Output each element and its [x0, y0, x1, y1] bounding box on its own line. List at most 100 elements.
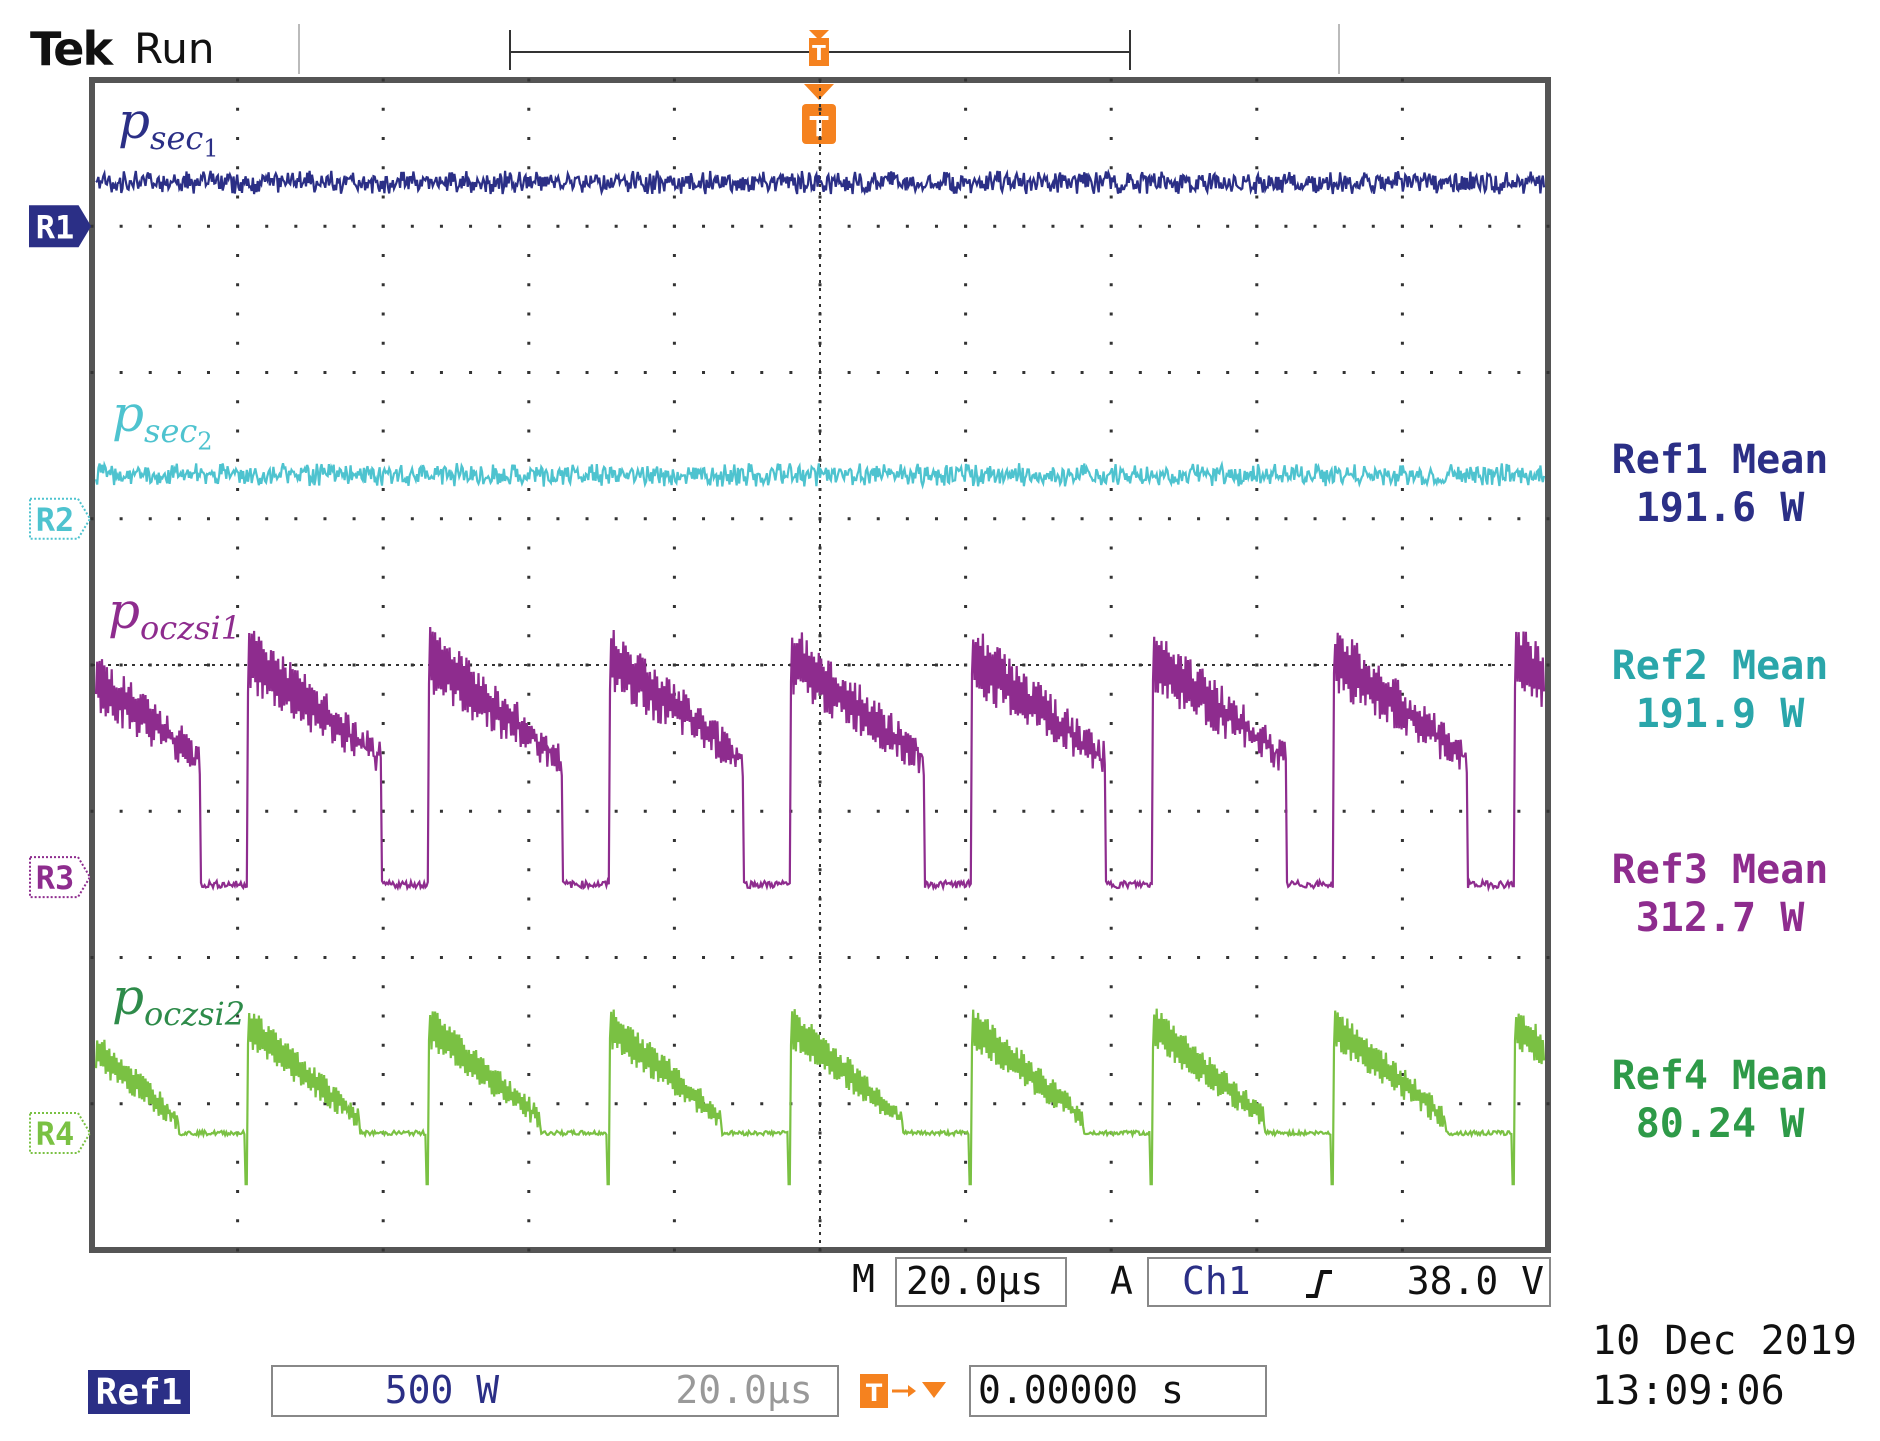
graticule-dot: [148, 517, 152, 521]
graticule-dot: [527, 1248, 531, 1252]
graticule-dot: [1080, 809, 1084, 813]
graticule-dot: [498, 809, 502, 813]
graticule-dot: [876, 224, 880, 228]
graticule-dot: [672, 1219, 676, 1223]
ref-badge[interactable]: [88, 1370, 190, 1414]
trigger-position-value: 0.00000 s: [978, 1368, 1184, 1412]
ref-scale-box[interactable]: [271, 1365, 839, 1417]
graticule-dot: [556, 517, 560, 521]
trigger-marker-icon[interactable]: T: [802, 84, 836, 144]
graticule-dot: [1080, 517, 1084, 521]
header-separator-left: [298, 24, 300, 74]
graticule-dot: [672, 400, 676, 404]
graticule-dot: [294, 809, 298, 813]
graticule-dot: [1197, 1102, 1201, 1106]
graticule-dot: [585, 224, 589, 228]
graticule-dot: [1109, 254, 1113, 257]
graticule-dot: [1109, 1248, 1113, 1252]
graticule-dot: [934, 1102, 938, 1106]
graticule-dot: [905, 956, 909, 959]
graticule-dot: [818, 1190, 822, 1193]
graticule-dot: [585, 663, 589, 667]
measurement-ref3-value: 312.7 W: [1635, 895, 1805, 941]
graticule-dot: [1051, 809, 1055, 813]
graticule-dot: [1400, 1043, 1404, 1047]
ref-marker-r1[interactable]: R1: [29, 205, 92, 248]
graticule-dot: [556, 809, 560, 813]
graticule-dot: [964, 429, 968, 433]
graticule-dot: [527, 1219, 531, 1223]
graticule-dot: [236, 137, 240, 140]
graticule-dot: [818, 195, 822, 199]
timebase-box[interactable]: [895, 1257, 1067, 1307]
graticule-dot: [1255, 458, 1259, 462]
graticule-dot: [469, 224, 473, 228]
graticule-dot: [1459, 517, 1463, 521]
graticule-dot: [818, 429, 822, 433]
graticule-dot: [672, 195, 676, 199]
graticule-dot: [1109, 107, 1113, 111]
graticule-dot: [177, 809, 181, 813]
trigger-box[interactable]: [1147, 1257, 1551, 1307]
graticule-dot: [964, 605, 968, 608]
graticule-dot: [439, 809, 443, 813]
graticule-dot: [1400, 868, 1404, 872]
graticule-dot: [760, 1102, 764, 1106]
trigger-position-box[interactable]: [969, 1365, 1267, 1417]
graticule-dot: [672, 1043, 676, 1047]
graticule-dot: [905, 1102, 909, 1106]
trigger-position-icon[interactable]: T: [809, 30, 829, 66]
graticule-dot: [964, 341, 968, 345]
graticule-dot: [1080, 371, 1084, 374]
ref-marker-r3[interactable]: R3: [29, 856, 92, 899]
measurement-ref4: Ref4 Mean 80.24 W: [1570, 1052, 1870, 1148]
graticule-dot: [469, 956, 473, 959]
graticule-dot: [993, 809, 997, 813]
graticule-dot: [1255, 1160, 1259, 1164]
graticule-dot: [1313, 517, 1317, 521]
graticule-dot: [381, 605, 385, 608]
graticule-dot: [672, 926, 676, 930]
graticule-dot: [265, 956, 269, 959]
graticule-dot: [236, 1160, 240, 1164]
graticule-dot: [1109, 195, 1113, 199]
graticule-dot: [1284, 224, 1288, 228]
graticule-dot: [934, 809, 938, 813]
ref-marker-r2[interactable]: R2: [29, 497, 92, 540]
graticule-dot: [90, 956, 94, 959]
graticule-dot: [1109, 575, 1113, 579]
graticule-dot: [236, 371, 240, 374]
graticule-dot: [236, 985, 240, 989]
graticule-dot: [469, 371, 473, 374]
graticule-dot: [527, 897, 531, 901]
graticule-dot: [1197, 224, 1201, 228]
graticule-dot: [1400, 956, 1404, 959]
graticule-dot: [818, 809, 822, 813]
graticule-dot: [1371, 956, 1375, 959]
ref-marker-r4[interactable]: R4: [29, 1112, 92, 1154]
graticule-dot: [381, 429, 385, 433]
graticule-dot: [702, 809, 706, 813]
graticule-dot: [847, 809, 851, 813]
graticule-dot: [1430, 224, 1434, 228]
graticule-dot: [1197, 517, 1201, 521]
graticule-dot: [1313, 1102, 1317, 1106]
graticule-dot: [1109, 1043, 1113, 1047]
graticule-dot: [527, 78, 531, 82]
graticule-dot: [847, 956, 851, 959]
graticule-dot: [381, 1219, 385, 1223]
graticule-dot: [527, 400, 531, 404]
graticule-dot: [789, 371, 793, 374]
graticule-dot: [323, 1102, 327, 1106]
graticule-dot: [1400, 400, 1404, 404]
graticule-dot: [206, 1102, 210, 1106]
graticule-dot: [410, 809, 414, 813]
graticule-dot: [643, 224, 647, 228]
graticule-dot: [1400, 809, 1404, 813]
graticule-dot: [527, 605, 531, 608]
graticule-dot: [1546, 224, 1550, 228]
graticule-dot: [818, 722, 822, 725]
trace-label-psec1: psec1: [118, 92, 219, 162]
graticule-dot: [1255, 1131, 1259, 1135]
graticule-dot: [381, 575, 385, 579]
